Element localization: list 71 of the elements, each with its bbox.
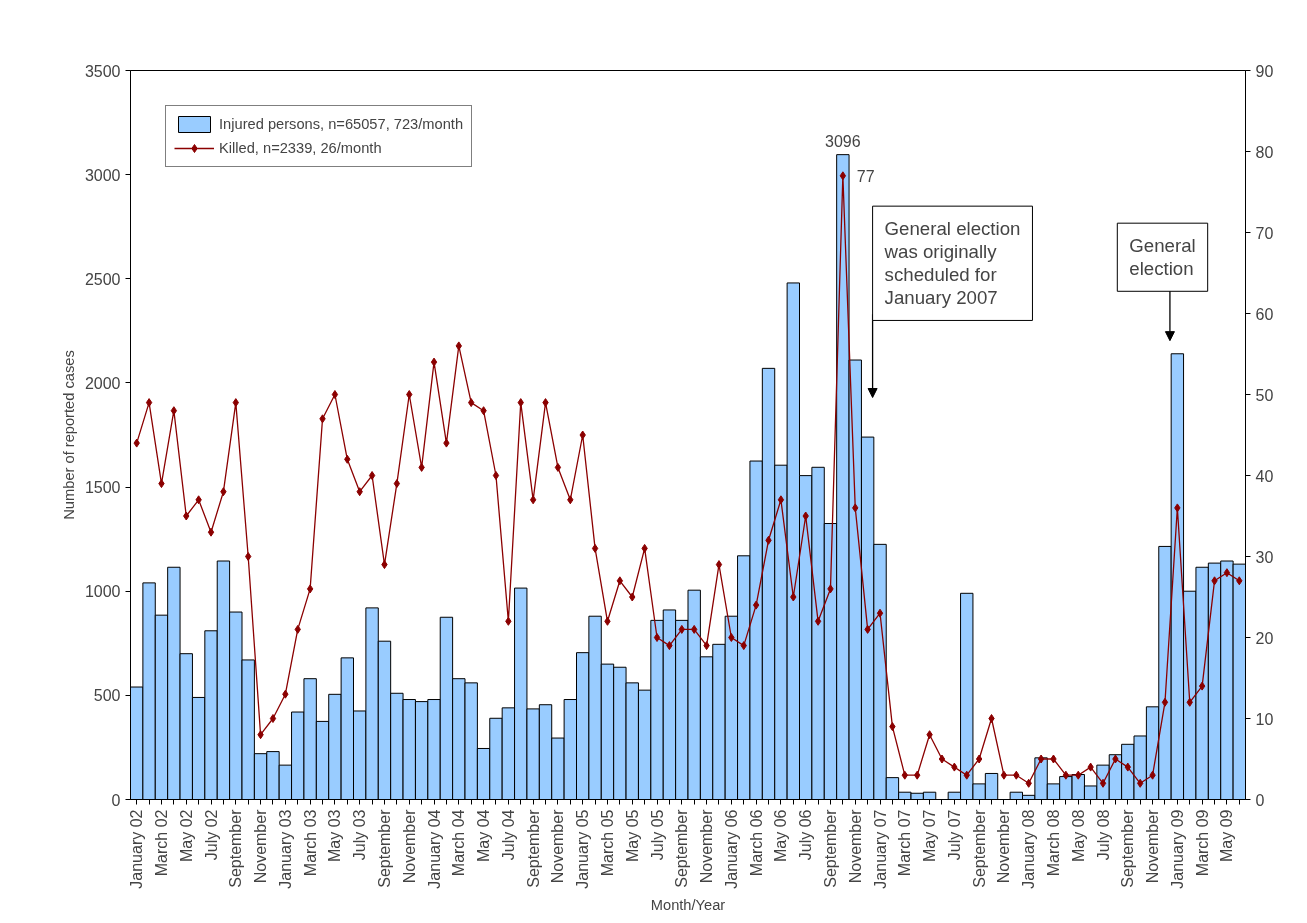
x-tick-label: July 02 — [202, 809, 220, 861]
x-tick-label: July 04 — [499, 809, 517, 861]
x-tick-label: May 02 — [177, 809, 195, 862]
data-label: 77 — [856, 167, 875, 185]
x-tick-label: January 05 — [574, 809, 592, 889]
y-tick-label: 2500 — [84, 270, 121, 288]
y-tick-label: 500 — [93, 687, 121, 705]
y2-tick-label: 50 — [1255, 386, 1274, 404]
x-tick-label: September — [227, 808, 245, 888]
x-tick-label: January 04 — [425, 809, 443, 889]
x-tick-label: May 03 — [326, 809, 344, 862]
x-tick-label: January 08 — [1020, 809, 1038, 889]
x-tick-label: November — [1144, 808, 1162, 884]
y2-tick-label: 60 — [1255, 305, 1274, 323]
x-tick-label: March 09 — [1193, 809, 1211, 877]
x-tick-label: July 06 — [797, 809, 815, 861]
x-tick-label: November — [698, 808, 716, 884]
x-tick-label: November — [549, 808, 567, 884]
y2-tick-label: 40 — [1255, 467, 1274, 485]
x-tick-label: July 03 — [351, 809, 369, 861]
x-tick-label: July 07 — [945, 809, 963, 861]
y2-tick-label: 70 — [1255, 224, 1274, 242]
y-tick-label: 1000 — [84, 583, 121, 601]
legend-label: Injured persons, n=65057, 723/month — [219, 116, 464, 132]
y2-tick-label: 10 — [1255, 710, 1274, 728]
data-label: 3096 — [825, 132, 861, 150]
y2-tick-label: 0 — [1255, 791, 1265, 809]
x-tick-label: November — [400, 808, 418, 884]
x-tick-label: March 05 — [598, 809, 616, 877]
x-tick-label: September — [970, 808, 988, 888]
x-tick-label: May 04 — [475, 809, 493, 862]
x-tick-label: January 09 — [1168, 809, 1186, 889]
x-tick-label: November — [846, 808, 864, 884]
x-tick-label: September — [524, 808, 542, 888]
x-tick-label: November — [252, 808, 270, 884]
x-tick-label: January 06 — [722, 809, 740, 889]
y2-tick-label: 80 — [1255, 143, 1274, 161]
x-tick-label: September — [375, 808, 393, 888]
x-tick-label: May 08 — [1069, 809, 1087, 862]
x-tick-label: November — [995, 808, 1013, 884]
x-tick-label: May 05 — [623, 809, 641, 862]
x-tick-label: July 08 — [1094, 809, 1112, 861]
x-tick-label: July 05 — [648, 809, 666, 861]
x-tick-label: March 07 — [896, 809, 914, 877]
y-tick-label: 3000 — [84, 166, 121, 184]
x-tick-label: September — [1119, 808, 1137, 888]
x-tick-label: January 07 — [871, 809, 889, 889]
y2-tick-label: 20 — [1255, 629, 1274, 647]
y2-tick-label: 30 — [1255, 548, 1274, 566]
x-axis-title: Month/Year — [650, 896, 726, 913]
x-tick-label: May 06 — [772, 809, 790, 862]
y-axis-title: Number of reported cases — [60, 350, 77, 520]
y2-tick-label: 90 — [1255, 62, 1274, 80]
x-tick-label: March 06 — [747, 809, 765, 877]
x-tick-label: May 07 — [921, 809, 939, 862]
y-tick-label: 2000 — [84, 374, 121, 392]
y-tick-label: 1500 — [84, 479, 121, 497]
x-tick-label: March 08 — [1044, 809, 1062, 877]
x-tick-label: September — [821, 808, 839, 888]
x-tick-label: March 03 — [301, 809, 319, 877]
x-tick-label: March 04 — [450, 809, 468, 877]
x-tick-label: January 02 — [128, 809, 146, 889]
annotation: General election — [1129, 235, 1196, 280]
x-tick-label: January 03 — [276, 809, 294, 889]
x-tick-label: September — [673, 808, 691, 888]
x-tick-label: March 02 — [152, 809, 170, 877]
x-tick-label: May 09 — [1218, 809, 1236, 862]
annotation: General election was originally scheduled for January 2007 — [883, 218, 1021, 309]
y-tick-label: 0 — [111, 791, 121, 809]
legend-label: Killed, n=2339, 26/month — [219, 140, 382, 156]
y-tick-label: 3500 — [84, 62, 121, 80]
